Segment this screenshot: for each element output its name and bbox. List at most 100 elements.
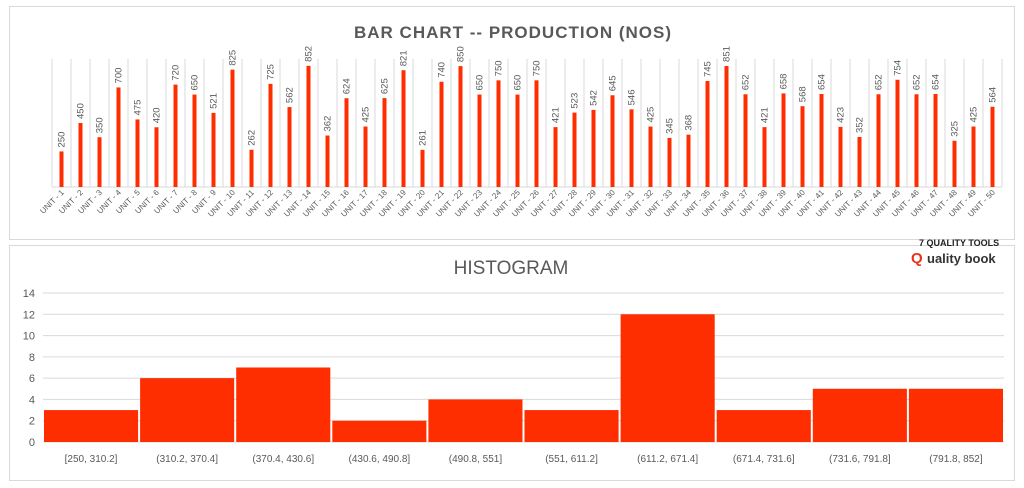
- bar-chart-data-label: 658: [779, 74, 790, 90]
- bar-chart-bar: [325, 135, 330, 187]
- bar-chart-bar: [648, 126, 653, 187]
- bar-chart-bar: [363, 126, 368, 187]
- bar-chart-data-label: 624: [342, 78, 353, 94]
- bar-chart-bar: [800, 106, 805, 187]
- bar-chart-data-label: 700: [114, 68, 125, 84]
- bar-chart-data-label: 475: [133, 100, 144, 116]
- bar-chart-bar: [154, 127, 159, 187]
- histogram-bin-label: (370.4, 430.6]: [252, 454, 314, 465]
- bar-chart-panel: BAR CHART -- PRODUCTION (NOS) 250 UNIT - 1…: [9, 6, 1015, 240]
- histogram-bar: [236, 367, 331, 442]
- bar-chart-data-label: 362: [323, 116, 334, 132]
- bar-chart-data-label: 750: [532, 60, 543, 76]
- histogram-bar: [428, 399, 523, 442]
- bar-chart-bar: [268, 83, 273, 187]
- histogram-bin-label: (430.6, 490.8]: [348, 454, 410, 465]
- bar-chart-data-label: 825: [228, 50, 239, 66]
- bar-chart-bar: [515, 94, 520, 187]
- bar-chart-data-label: 420: [152, 107, 163, 123]
- histogram-bin-label: (310.2, 370.4]: [156, 454, 218, 465]
- histogram-bar: [812, 388, 907, 442]
- bar-chart-bar: [876, 94, 881, 187]
- bar-chart-data-label: 740: [437, 62, 448, 78]
- bar-chart-data-label: 645: [608, 75, 619, 91]
- bar-chart-bar: [192, 94, 197, 187]
- bar-chart-bar: [382, 98, 387, 187]
- histogram-bar: [44, 410, 139, 442]
- bar-chart-bar: [762, 127, 767, 187]
- bar-chart-bar: [838, 126, 843, 187]
- bar-chart-data-label: 650: [190, 75, 201, 91]
- bar-chart-data-label: 652: [874, 74, 885, 90]
- bar-chart-data-label: 250: [57, 132, 68, 148]
- bar-chart-bar: [306, 65, 311, 187]
- bar-chart-bar: [781, 93, 786, 187]
- bar-chart-data-label: 564: [988, 87, 999, 103]
- bar-chart-data-label: 745: [703, 61, 714, 77]
- bar-chart-bar: [78, 123, 83, 187]
- bar-chart-bar: [857, 136, 862, 187]
- histogram-bar: [716, 410, 811, 442]
- bar-chart-bar: [287, 107, 292, 187]
- histogram-bin-label: (671.4, 731.6]: [733, 454, 795, 465]
- bar-chart-data-label: 650: [513, 75, 524, 91]
- bar-chart-data-label: 450: [76, 103, 87, 119]
- histogram-bar: [140, 378, 235, 442]
- bar-chart-data-label: 425: [361, 107, 372, 123]
- bar-chart-bar: [553, 127, 558, 187]
- bar-chart-bar: [629, 109, 634, 187]
- bar-chart-data-label: 650: [475, 75, 486, 91]
- histogram-y-tick: 2: [29, 416, 35, 428]
- histogram-bar: [524, 410, 619, 442]
- bar-chart-bar: [97, 137, 102, 187]
- bar-chart-bar: [344, 98, 349, 187]
- histogram-y-tick: 12: [23, 309, 35, 321]
- bar-chart-data-label: 262: [247, 130, 258, 146]
- bar-chart-data-label: 261: [418, 130, 429, 146]
- histogram-bar: [332, 420, 427, 442]
- bar-chart-bar: [705, 81, 710, 187]
- bar-chart-bar: [895, 79, 900, 187]
- bar-chart-data-label: 546: [627, 89, 638, 105]
- histogram-bin-label: (490.8, 551]: [449, 454, 503, 465]
- bar-chart-data-label: 750: [494, 60, 505, 76]
- bar-chart-bar: [686, 134, 691, 187]
- bar-chart-data-label: 720: [171, 65, 182, 81]
- bar-chart-data-label: 421: [551, 107, 562, 123]
- bar-chart-data-label: 850: [456, 46, 467, 62]
- histogram-title: HISTOGRAM: [454, 258, 569, 279]
- histogram-bar: [620, 314, 715, 442]
- bar-chart-bar: [743, 94, 748, 187]
- bar-chart-data-label: 725: [266, 64, 277, 80]
- histogram-y-tick: 6: [29, 373, 35, 385]
- bar-chart-bar: [135, 119, 140, 187]
- bar-chart-bar: [211, 112, 216, 187]
- histogram-y-tick: 0: [29, 437, 35, 449]
- bar-chart-data-label: 652: [912, 74, 923, 90]
- bar-chart-data-label: 521: [209, 93, 220, 109]
- bar-chart-data-label: 368: [684, 115, 695, 131]
- bar-chart-bar: [819, 93, 824, 187]
- brand-name: uality book: [927, 251, 996, 266]
- bar-chart-bar: [667, 137, 672, 187]
- bar-chart-data-label: 421: [760, 107, 771, 123]
- bar-chart-data-label: 851: [722, 46, 733, 62]
- bar-chart-data-label: 852: [304, 46, 315, 62]
- bar-chart-data-label: 325: [950, 121, 961, 137]
- bar-chart-bar: [496, 80, 501, 187]
- histogram-svg: HISTOGRAM 0 2 4 6 8 10 12 14 [250, 310.2] (310.2, …: [23, 258, 1004, 465]
- bar-chart-bar: [230, 69, 235, 187]
- bar-chart-data-label: 423: [836, 107, 847, 123]
- bar-chart-data-label: 523: [570, 93, 581, 109]
- bar-chart-title: BAR CHART -- PRODUCTION (NOS): [354, 23, 672, 42]
- bar-chart-bar: [401, 70, 406, 187]
- histogram-bin-label: (551, 611.2]: [545, 454, 598, 465]
- histogram-bin-label: (731.6, 791.8]: [829, 454, 891, 465]
- bar-chart-data-label: 654: [817, 74, 828, 90]
- bar-chart-bar: [914, 94, 919, 187]
- bar-chart-bar: [724, 65, 729, 187]
- bar-chart-data-label: 568: [798, 86, 809, 102]
- bar-chart-data-label: 821: [399, 50, 410, 66]
- bar-chart-data-label: 625: [380, 78, 391, 94]
- bar-chart-bar: [591, 109, 596, 187]
